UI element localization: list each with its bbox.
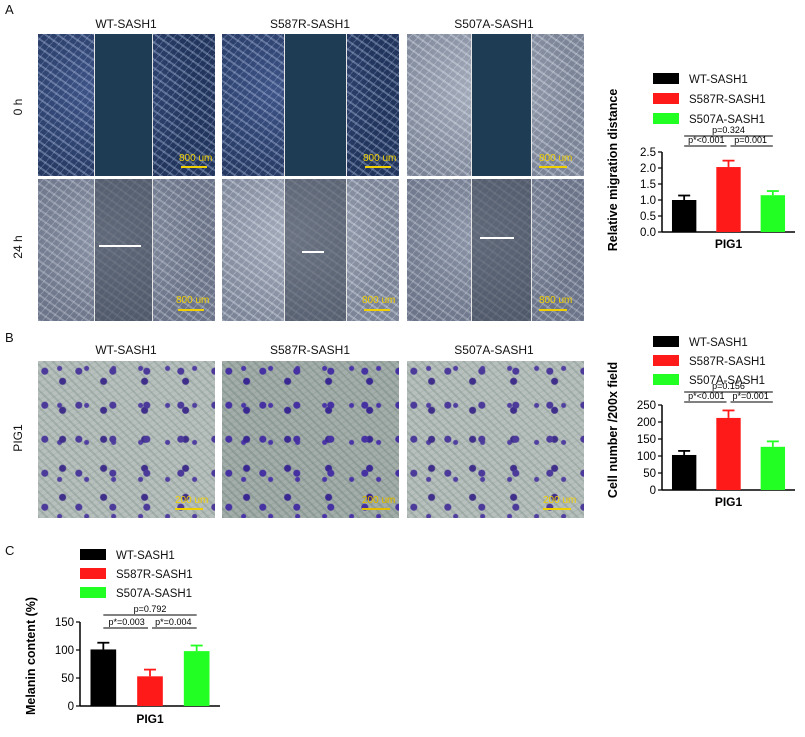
p-value-right: p*=0.004 <box>155 617 191 627</box>
panel-letter-b: B <box>5 330 14 345</box>
micrograph-s587r-24h: 800 um <box>222 179 399 321</box>
bar-1 <box>671 200 697 232</box>
col-title-wt-b: WT-SASH1 <box>95 343 157 357</box>
y-tick-label: 150 <box>637 434 656 446</box>
scale-label: 800 um <box>176 295 210 306</box>
p-value-left: p*<0.001 <box>688 135 724 145</box>
transwell-image-s587r: 200 um <box>222 361 399 518</box>
col-title-wt: WT-SASH1 <box>95 17 157 31</box>
p-value-right: p=0.001 <box>734 135 767 145</box>
legend-label: S507A-SASH1 <box>116 588 192 600</box>
legend-label: S587R-SASH1 <box>116 569 193 581</box>
y-tick-label: 50 <box>643 468 656 480</box>
row-label-24h: 24 h <box>11 235 25 259</box>
scale-label: 200 um <box>362 495 396 506</box>
bar-3 <box>760 446 786 490</box>
col-title-s507a: S507A-SASH1 <box>454 17 534 31</box>
y-axis-label: Melanin content (%) <box>25 597 38 715</box>
y-tick-label: 0 <box>650 485 656 497</box>
chart-melanin: WT-SASH1 S587R-SASH1 S507A-SASH1 0 50 100 150 M… <box>25 549 220 726</box>
y-tick-label: 0.0 <box>640 227 656 239</box>
y-tick-label: 0 <box>68 701 74 713</box>
micrograph-wt-0h: 800 um <box>38 34 215 176</box>
legend-swatch <box>653 93 679 104</box>
scale-label: 200 um <box>543 495 577 506</box>
chart-invasion: WT-SASH1 S587R-SASH1 S507A-SASH1 0 50 100 150 2… <box>606 336 795 509</box>
y-tick-label: 1.5 <box>640 179 656 191</box>
legend-swatch <box>653 355 679 366</box>
scale-label: 200 um <box>175 495 209 506</box>
y-tick-label: 50 <box>61 673 74 685</box>
micrograph-wt-24h: 800 um <box>38 179 215 321</box>
transwell-image-s507a: 200 um <box>407 361 584 518</box>
micrograph-s507a-0h: 800 um <box>407 34 584 176</box>
y-tick-label: 2.5 <box>640 147 656 159</box>
y-tick-label: 250 <box>637 400 656 412</box>
y-tick-label: 200 <box>637 417 656 429</box>
x-axis-label: PIG1 <box>715 495 743 509</box>
legend-label: WT-SASH1 <box>116 550 175 562</box>
legend-label: S507A-SASH1 <box>689 114 765 126</box>
legend-swatch <box>653 374 679 385</box>
legend-swatch <box>80 549 106 560</box>
scale-label: 800 um <box>363 153 397 164</box>
bar-1 <box>90 649 117 706</box>
y-tick-label: 150 <box>55 617 74 629</box>
row-label-pig1: PIG1 <box>11 424 25 452</box>
legend-label: S587R-SASH1 <box>689 94 766 106</box>
legend-swatch <box>80 568 106 579</box>
bar-2 <box>716 167 741 232</box>
micrograph-s587r-0h: 800 um <box>222 34 399 176</box>
p-value-right: p*=0.001 <box>733 391 769 401</box>
bar-3 <box>183 651 210 706</box>
bar-3 <box>760 195 786 232</box>
y-axis-label: Cell number /200x field <box>606 362 620 498</box>
p-value-left: p*=0.003 <box>109 617 145 627</box>
bar-1 <box>671 454 697 490</box>
chart-migration: WT-SASH1 S587R-SASH1 S507A-SASH1 0.0 0.5 1.0 1… <box>606 73 795 252</box>
legend-swatch <box>653 336 679 347</box>
legend-swatch <box>80 587 106 598</box>
y-tick-label: 1.0 <box>640 195 656 207</box>
legend-swatch <box>653 73 679 84</box>
bar-2 <box>137 676 163 706</box>
x-axis-label: PIG1 <box>136 712 164 726</box>
legend-label: WT-SASH1 <box>689 74 748 86</box>
panel-letter-a: A <box>5 2 14 17</box>
y-tick-label: 0.5 <box>640 211 656 223</box>
scale-label: 800 um <box>539 153 573 164</box>
panel-letter-c: C <box>5 543 15 558</box>
legend-swatch <box>653 113 679 124</box>
y-tick-label: 2.0 <box>640 163 656 175</box>
scale-label: 800 um <box>362 295 396 306</box>
p-value-outer: p=0.792 <box>134 604 167 614</box>
x-axis-label: PIG1 <box>715 237 743 251</box>
legend-label: S587R-SASH1 <box>689 356 766 368</box>
micrograph-s507a-24h: 800 um <box>407 179 584 321</box>
legend-label: WT-SASH1 <box>689 337 748 349</box>
y-axis-label: Relative migration distance <box>606 89 620 252</box>
p-value-left: p*<0.001 <box>688 391 724 401</box>
bar-2 <box>716 417 741 490</box>
y-tick-label: 100 <box>637 451 656 463</box>
transwell-image-wt: 200 um <box>38 361 215 518</box>
scale-label: 800 um <box>539 295 573 306</box>
y-tick-label: 100 <box>55 645 74 657</box>
col-title-s507a-b: S507A-SASH1 <box>454 343 534 357</box>
col-title-s587r-b: S587R-SASH1 <box>269 343 351 357</box>
p-value-outer: p=0.324 <box>712 125 745 135</box>
scale-label: 800 um <box>179 153 213 164</box>
row-label-0h: 0 h <box>11 98 25 116</box>
legend-label: S507A-SASH1 <box>689 375 765 387</box>
col-title-s587r: S587R-SASH1 <box>269 17 351 31</box>
p-value-outer: p=0.156 <box>712 381 745 391</box>
